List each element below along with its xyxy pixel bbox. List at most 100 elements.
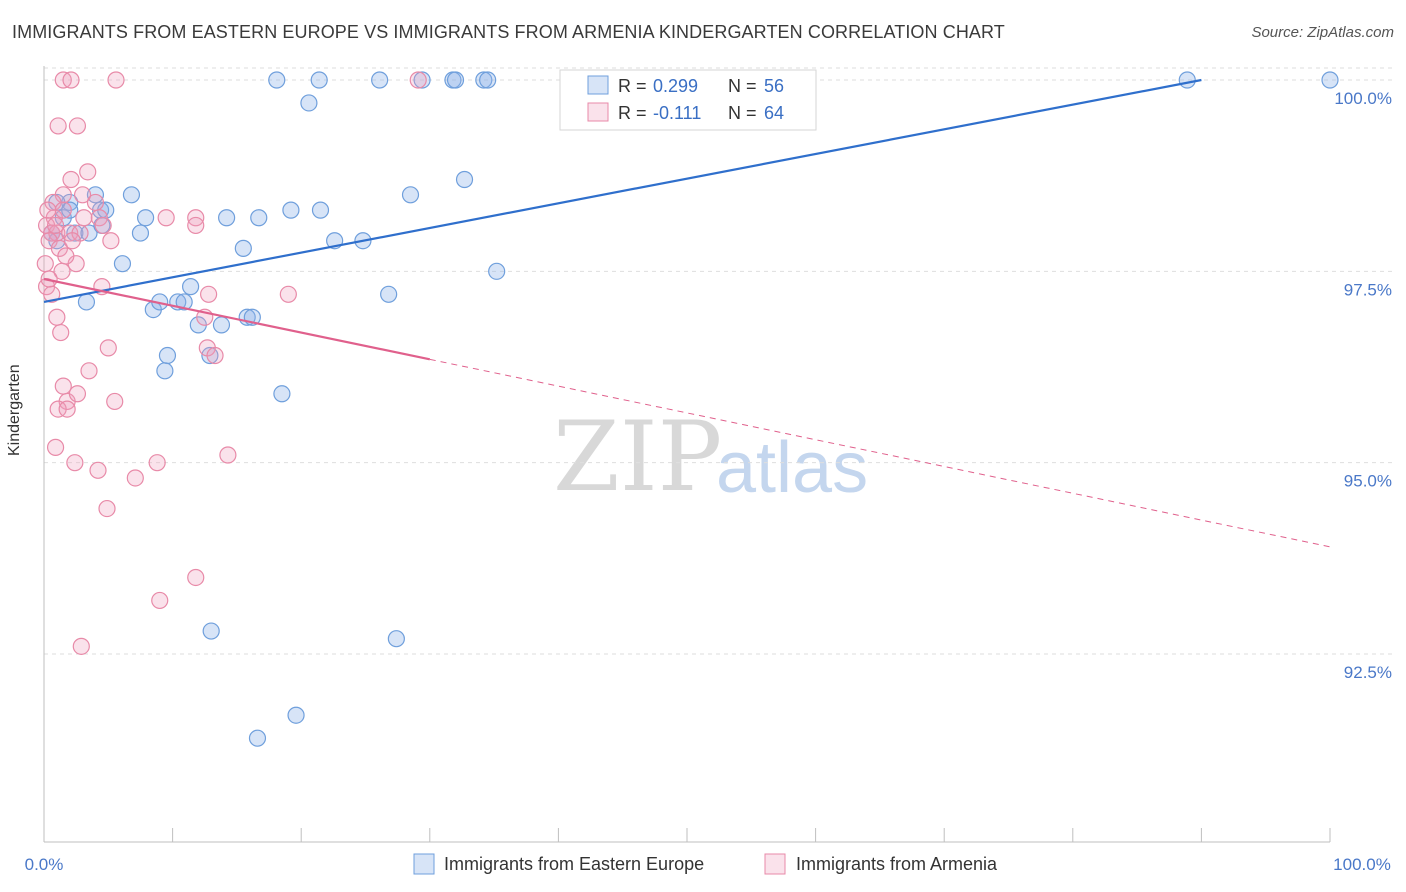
armenia-point	[200, 285, 218, 303]
legend-label-armenia: Immigrants from Armenia	[796, 854, 998, 874]
armenia-point	[49, 117, 67, 135]
y-tick-label: 100.0%	[1334, 89, 1392, 108]
armenia-point	[80, 362, 98, 380]
armenia-point	[279, 285, 297, 303]
legend-r-value: 0.299	[653, 76, 698, 96]
armenia-point	[52, 323, 70, 342]
chart-title: IMMIGRANTS FROM EASTERN EUROPE VS IMMIGR…	[12, 22, 1005, 42]
eastern-europe-point	[371, 71, 389, 89]
eastern-europe-point	[175, 293, 193, 311]
legend-swatch-blue	[587, 75, 609, 95]
armenia-point	[157, 209, 175, 227]
eastern-europe-trendline	[43, 78, 1202, 304]
legend-r-label: R =	[618, 76, 647, 96]
armenia-point	[62, 71, 80, 89]
watermark-atlas: atlas	[716, 428, 868, 508]
eastern-europe-point	[113, 255, 132, 273]
eastern-europe-point	[234, 239, 252, 257]
armenia-point	[99, 339, 117, 357]
armenia-point	[89, 461, 107, 479]
armenia-point	[73, 186, 92, 204]
y-tick-label: 92.5%	[1344, 663, 1392, 682]
eastern-europe-point	[248, 729, 267, 747]
eastern-europe-point	[136, 209, 155, 227]
x-tick-label-max: 100.0%	[1333, 855, 1391, 874]
armenia-point	[151, 591, 169, 610]
armenia-point	[409, 71, 427, 89]
armenia-point	[39, 201, 57, 219]
eastern-europe-point	[479, 71, 497, 89]
armenia-point	[68, 385, 87, 403]
armenia-point	[187, 216, 205, 235]
armenia-point	[58, 400, 76, 418]
eastern-europe-point	[1321, 71, 1339, 89]
armenia-point	[86, 193, 105, 212]
source-credit: Source: ZipAtlas.com	[1251, 24, 1394, 41]
armenia-trendline	[43, 277, 431, 361]
eastern-europe-point	[475, 71, 493, 89]
armenia-point	[54, 201, 72, 219]
eastern-europe-point	[212, 316, 231, 334]
armenia-point	[46, 216, 65, 235]
armenia-point	[66, 454, 84, 472]
armenia-point	[68, 117, 87, 135]
armenia-point	[54, 377, 72, 395]
eastern-europe-point	[311, 201, 330, 219]
armenia-point	[49, 400, 67, 418]
eastern-europe-point	[287, 706, 305, 724]
eastern-europe-point	[300, 94, 318, 112]
armenia-point	[148, 454, 166, 472]
legend-swatch-eastern-europe	[413, 853, 435, 875]
eastern-europe-point	[413, 71, 431, 89]
eastern-europe-point	[218, 209, 236, 227]
eastern-europe-point	[250, 209, 268, 227]
armenia-point	[98, 499, 116, 518]
eastern-europe-point	[77, 293, 96, 311]
legend-n-value: 64	[764, 103, 784, 123]
eastern-europe-point	[380, 285, 398, 303]
legend-n-label: N =	[728, 103, 757, 123]
legend-label-eastern-europe: Immigrants from Eastern Europe	[444, 854, 704, 874]
eastern-europe-point	[80, 224, 98, 242]
eastern-europe-point	[488, 262, 506, 280]
armenia-point	[75, 209, 93, 227]
armenia-point	[79, 163, 97, 181]
armenia-point	[62, 170, 80, 189]
armenia-point	[57, 247, 75, 265]
eastern-europe-point	[282, 201, 300, 219]
armenia-point	[102, 232, 120, 250]
y-tick-label: 97.5%	[1344, 280, 1392, 299]
legend-n-label: N =	[728, 76, 757, 96]
legend-r-value: -0.111	[653, 103, 701, 123]
armenia-point	[206, 346, 224, 365]
eastern-europe-point	[61, 201, 79, 219]
armenia-point	[48, 308, 66, 326]
armenia-point	[106, 392, 124, 411]
armenia-point	[46, 438, 65, 456]
x-tick-label-min: 0.0%	[25, 855, 64, 874]
armenia-point	[72, 637, 90, 655]
eastern-europe-point	[268, 71, 286, 89]
legend-swatch-pink	[587, 102, 609, 122]
eastern-europe-point	[446, 71, 465, 89]
armenia-point	[36, 255, 54, 273]
eastern-europe-point	[182, 278, 200, 296]
correlation-legend: R = 0.299 N = 56 R = -0.111 N = 64	[559, 69, 817, 131]
armenia-point	[126, 469, 144, 487]
eastern-europe-point	[158, 346, 177, 365]
armenia-point	[187, 568, 205, 587]
armenia-point	[219, 446, 237, 464]
eastern-europe-point	[202, 622, 220, 640]
armenia-point	[63, 232, 81, 250]
eastern-europe-point	[273, 385, 291, 403]
legend-r-label: R =	[618, 103, 647, 123]
legend-box	[559, 69, 817, 131]
legend-swatch-armenia	[764, 853, 786, 875]
eastern-europe-point	[310, 71, 328, 89]
y-tick-label: 95.0%	[1344, 472, 1392, 491]
eastern-europe-point	[1178, 71, 1196, 89]
eastern-europe-point	[387, 630, 405, 648]
eastern-europe-point	[131, 224, 150, 242]
armenia-point	[94, 216, 112, 235]
